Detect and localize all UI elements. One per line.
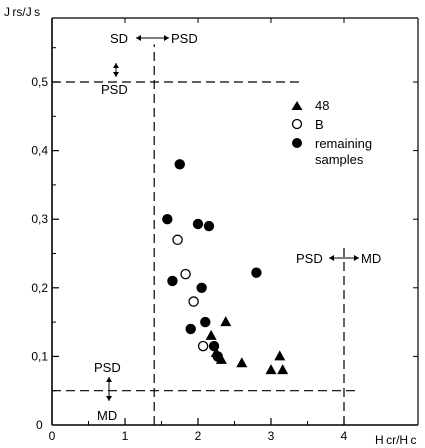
zone-label-psd-right: PSD xyxy=(296,251,323,266)
point-remaining-samples-1 xyxy=(162,214,173,225)
point-remaining-samples-2 xyxy=(192,218,204,230)
point-48-5 xyxy=(274,350,286,361)
point-remaining-samples-8 xyxy=(185,323,196,335)
x-axis-label: H cr/H c xyxy=(375,433,416,447)
point-B-0 xyxy=(172,234,183,246)
legend-label-samples: samples xyxy=(315,152,364,167)
point-remaining-samples-6 xyxy=(251,267,262,278)
arrow-psd-md-bottom-head-up xyxy=(106,377,112,382)
arrow-psd-md-bottom-head-down xyxy=(106,396,112,401)
arrow-psd-md-right-head-right xyxy=(354,255,359,261)
point-remaining-samples-9 xyxy=(208,340,220,352)
domain-boundaries xyxy=(52,44,359,425)
x-tick-label-3: 3 xyxy=(268,429,275,443)
point-48-7 xyxy=(277,364,289,375)
point-remaining-samples-3 xyxy=(203,220,215,232)
legend-label-remaining: remaining xyxy=(315,136,372,151)
data-points xyxy=(162,159,289,375)
arrow-sd-psd-head-left xyxy=(136,35,141,41)
legend-label-b: B xyxy=(315,117,324,132)
point-48-0 xyxy=(220,316,232,327)
point-B-1 xyxy=(180,268,191,280)
point-remaining-samples-5 xyxy=(196,282,207,293)
point-remaining-samples-10 xyxy=(212,351,223,362)
zone-arrows xyxy=(106,35,359,401)
arrow-sd-psd-head-right xyxy=(164,35,169,41)
y-tick-label-1: 0,2 xyxy=(31,281,48,295)
point-B-2 xyxy=(188,296,199,307)
zone-label-md-right: MD xyxy=(361,251,381,266)
arrow-psd-below-head-down xyxy=(113,72,119,77)
y-axis-label: J rs/J s xyxy=(4,5,40,19)
zone-label-psd-bottom: PSD xyxy=(94,360,121,375)
zone-label-md-bottom: MD xyxy=(97,408,117,423)
legend-marker-b xyxy=(291,118,303,130)
x-tick-label-1: 1 xyxy=(122,429,129,443)
x-tick-label-0: 0 xyxy=(49,429,56,443)
legend: 48 B remaining samples xyxy=(291,98,372,167)
y-tick-label-0: 0,1 xyxy=(31,349,48,363)
arrow-psd-below-head-up xyxy=(113,63,119,68)
zone-label-sd: SD xyxy=(110,31,128,46)
point-48-6 xyxy=(265,364,277,375)
plot-frame xyxy=(51,17,419,426)
point-B-3 xyxy=(197,340,209,352)
y-tick-label-4: 0,5 xyxy=(31,75,48,89)
legend-marker-48 xyxy=(291,101,303,110)
zone-label-psd-top-below: PSD xyxy=(101,82,128,97)
point-remaining-samples-4 xyxy=(167,275,178,287)
x-tick-label-4: 4 xyxy=(341,429,348,443)
point-remaining-samples-0 xyxy=(174,159,185,170)
point-48-1 xyxy=(205,329,217,340)
arrow-psd-md-right-head-left xyxy=(329,255,334,261)
legend-label-48: 48 xyxy=(315,98,329,113)
point-remaining-samples-7 xyxy=(200,316,211,328)
zone-label-psd-top-right: PSD xyxy=(171,31,198,46)
tick-labels: 0 1 2 3 4 0,1 0,2 0,3 0,4 0,5 xyxy=(31,75,347,443)
y-tick-label-3: 0,4 xyxy=(31,144,48,158)
y-tick-label-2: 0,3 xyxy=(31,212,48,226)
legend-marker-remaining xyxy=(292,138,302,148)
x-tick-label-2: 2 xyxy=(195,429,202,443)
y-origin-label: 0 xyxy=(36,418,43,432)
point-48-4 xyxy=(236,357,248,368)
